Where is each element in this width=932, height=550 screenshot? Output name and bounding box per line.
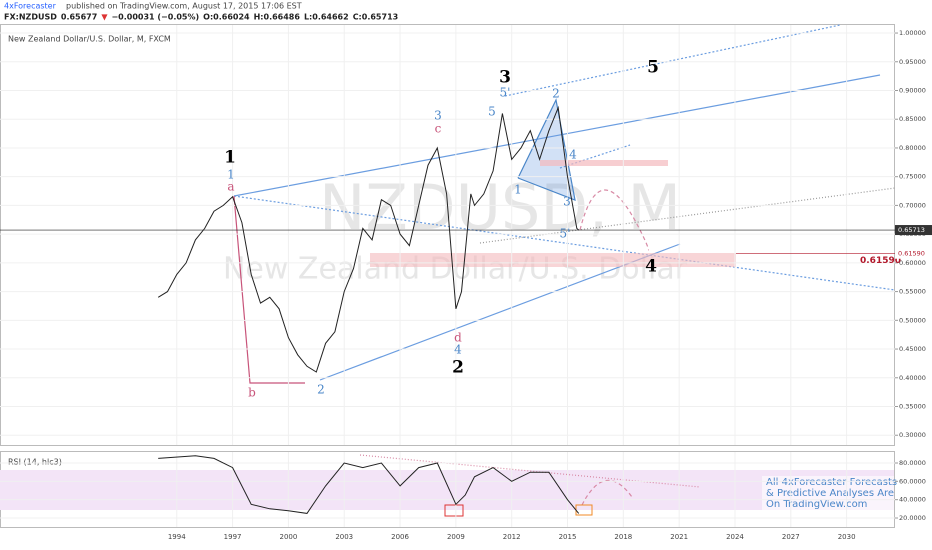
wave-label: d	[454, 331, 462, 345]
publisher: 4xForecaster	[4, 2, 57, 11]
y-tick-label: 0.60000	[899, 259, 926, 267]
price-pane	[0, 24, 895, 446]
price-tag	[895, 225, 932, 236]
upper-line	[504, 24, 841, 97]
wave-label: 1	[224, 148, 236, 168]
forecast-path	[579, 189, 649, 251]
rsi-band	[0, 470, 894, 510]
y-tick-label: 80.0000	[899, 459, 926, 467]
y-tick-label: 0.80000	[899, 144, 926, 152]
x-tick-label: 2003	[335, 533, 353, 541]
wave-label: 3	[563, 195, 571, 209]
price-tag-label: 0.61590	[898, 250, 925, 258]
support-zone	[370, 253, 736, 267]
x-tick-label: 2018	[614, 533, 632, 541]
x-tick-label: 2021	[670, 533, 688, 541]
x-tick-label: 1994	[168, 533, 186, 541]
wave-label: 4	[454, 343, 462, 357]
y-tick-label: 0.90000	[899, 86, 926, 94]
channel-top	[233, 74, 881, 197]
abc-line	[233, 195, 305, 384]
published: published on TradingView.com, August 17,…	[66, 2, 302, 11]
price-tag-label: 0.65713	[898, 226, 925, 234]
x-tick-label: 2009	[447, 533, 465, 541]
x-tick-label: 2030	[838, 533, 856, 541]
symbol-info: C:0.65713	[353, 13, 399, 22]
x-tick-label: 2027	[782, 533, 800, 541]
wave-label: 5'	[560, 227, 571, 241]
symbol-info: −0.00031 (−0.05%)	[111, 13, 199, 22]
y-tick-label: 0.35000	[899, 403, 926, 411]
price-label: 0.61590	[860, 256, 901, 266]
rsi-box-red	[444, 504, 464, 517]
x-tick-label: 1997	[224, 533, 242, 541]
note: All 4xForecaster Forecasts	[766, 477, 897, 488]
wave-label: b	[248, 386, 256, 400]
symbol-info: H:0.66486	[254, 13, 301, 22]
y-tick-label: 0.50000	[899, 316, 926, 324]
symbol-info: ▼	[101, 13, 108, 22]
x-tick-label: 2006	[391, 533, 409, 541]
wave-label: 1	[514, 183, 522, 197]
x-tick-label: 2024	[726, 533, 744, 541]
symbol-info: O:0.66024	[203, 13, 250, 22]
wave-label: 2	[317, 383, 325, 397]
chart-title: New Zealand Dollar/U.S. Dollar, M, FXCM	[8, 35, 171, 44]
note: & Predictive Analyses Are	[766, 488, 894, 499]
wave-label: 2	[452, 358, 464, 378]
wave-label: 3	[499, 68, 511, 88]
y-tick-label: 0.95000	[899, 58, 926, 66]
series-line	[158, 455, 580, 514]
y-tick-label: 0.30000	[899, 431, 926, 439]
y-tick-label: 1.00000	[899, 29, 926, 37]
symbol-info: L:0.64662	[304, 13, 349, 22]
wave-label: 4	[569, 148, 577, 162]
y-tick-label: 20.0000	[899, 514, 926, 522]
y-tick-label: 0.85000	[899, 115, 926, 123]
y-tick-label: 0.45000	[899, 345, 926, 353]
y-tick-label: 0.55000	[899, 288, 926, 296]
wave-label: 5'	[500, 86, 511, 100]
symbol-info: 0.65677	[61, 13, 97, 22]
symbol-line: FX:NZDUSD 0.65677 ▼ −0.00031 (−0.05%) O:0.66…	[4, 13, 398, 22]
wave-label: 3	[434, 109, 442, 123]
symbol-info: FX:NZDUSD	[4, 13, 57, 22]
price-tag	[895, 248, 932, 259]
wave-label: 2	[552, 87, 560, 101]
rsi-title: RSI (14, hlc3)	[8, 458, 62, 467]
x-tick-label: 2012	[503, 533, 521, 541]
wave-label: c	[435, 122, 442, 136]
wave-label: 1	[227, 168, 235, 182]
series-line	[157, 105, 580, 373]
y-tick-label: 40.0000	[899, 496, 926, 504]
x-tick-label: 2015	[559, 533, 577, 541]
wave-label: 5	[647, 58, 659, 78]
wave-label: 4	[645, 257, 657, 277]
y-tick-label: 0.70000	[899, 201, 926, 209]
y-tick-label: 60.0000	[899, 477, 926, 485]
y-tick-label: 0.40000	[899, 374, 926, 382]
y-tick-label: 0.75000	[899, 173, 926, 181]
x-tick-label: 2000	[279, 533, 297, 541]
wave-label: a	[227, 180, 234, 194]
wave-label: 5	[488, 105, 496, 119]
dotted-lower	[233, 195, 896, 291]
note: On TradingView.com	[766, 499, 867, 510]
resistance-zone	[540, 160, 668, 166]
rsi-forecast	[581, 479, 633, 506]
